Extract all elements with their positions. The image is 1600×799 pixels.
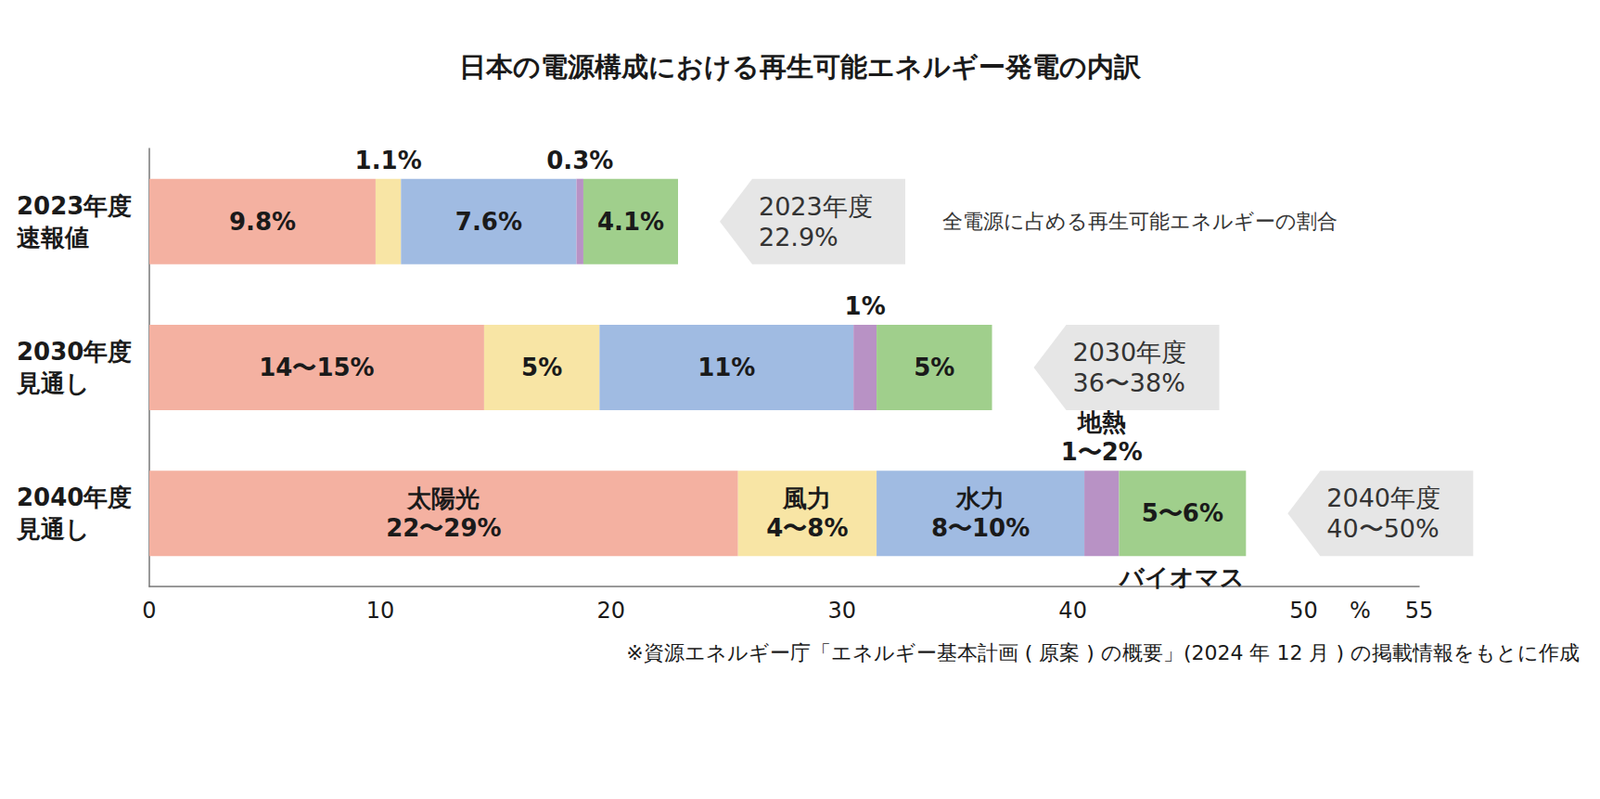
svg-text:50: 50 xyxy=(1289,597,1319,624)
svg-text:地熱: 地熱 xyxy=(1076,408,1127,436)
svg-text:バイオマス: バイオマス xyxy=(1117,563,1245,591)
svg-text:0: 0 xyxy=(141,597,156,624)
svg-text:2040年度: 2040年度 xyxy=(1326,483,1441,512)
svg-text:40: 40 xyxy=(1058,597,1088,624)
svg-text:5%: 5% xyxy=(913,353,955,382)
svg-text:2030年度: 2030年度 xyxy=(1073,337,1188,367)
svg-text:0.3%: 0.3% xyxy=(546,146,614,175)
svg-text:2030年度: 2030年度 xyxy=(16,337,132,366)
svg-text:7.6%: 7.6% xyxy=(455,207,523,236)
svg-text:2023年度: 2023年度 xyxy=(758,192,873,221)
svg-text:太陽光: 太陽光 xyxy=(406,484,480,512)
svg-text:36〜38%: 36〜38% xyxy=(1073,368,1186,397)
svg-text:22〜29%: 22〜29% xyxy=(385,513,501,542)
svg-text:1〜2%: 1〜2% xyxy=(1061,437,1143,466)
svg-text:見通し: 見通し xyxy=(15,514,90,543)
svg-text:10: 10 xyxy=(366,597,396,624)
svg-text:22.9%: 22.9% xyxy=(758,222,839,252)
svg-text:1.1%: 1.1% xyxy=(355,146,423,175)
svg-text:14〜15%: 14〜15% xyxy=(258,353,374,382)
svg-text:%: % xyxy=(1349,597,1371,624)
svg-text:40〜50%: 40〜50% xyxy=(1326,513,1439,543)
svg-text:4〜8%: 4〜8% xyxy=(766,513,848,542)
svg-text:2023年度: 2023年度 xyxy=(16,192,132,220)
svg-text:9.8%: 9.8% xyxy=(229,207,296,236)
svg-text:55: 55 xyxy=(1405,597,1434,624)
svg-text:30: 30 xyxy=(827,597,857,624)
svg-text:見通し: 見通し xyxy=(15,369,90,397)
svg-text:5%: 5% xyxy=(521,353,563,382)
svg-text:11%: 11% xyxy=(697,353,756,382)
svg-text:8〜10%: 8〜10% xyxy=(931,513,1030,542)
svg-text:20: 20 xyxy=(597,597,627,624)
svg-text:※資源エネルギー庁「エネルギー基本計画 ( 原案 ) の概要: ※資源エネルギー庁「エネルギー基本計画 ( 原案 ) の概要」(2024 年 1… xyxy=(626,640,1580,665)
svg-text:速報値: 速報値 xyxy=(16,223,90,252)
svg-text:水力: 水力 xyxy=(955,484,1005,512)
svg-text:日本の電源構成における再生可能エネルギー発電の内訳: 日本の電源構成における再生可能エネルギー発電の内訳 xyxy=(459,51,1142,83)
svg-text:5〜6%: 5〜6% xyxy=(1141,499,1224,527)
svg-text:1%: 1% xyxy=(844,292,886,320)
svg-text:4.1%: 4.1% xyxy=(597,207,665,236)
svg-text:風力: 風力 xyxy=(781,484,832,512)
svg-text:全電源に占める再生可能エネルギーの割合: 全電源に占める再生可能エネルギーの割合 xyxy=(942,209,1338,233)
svg-text:2040年度: 2040年度 xyxy=(16,483,132,512)
